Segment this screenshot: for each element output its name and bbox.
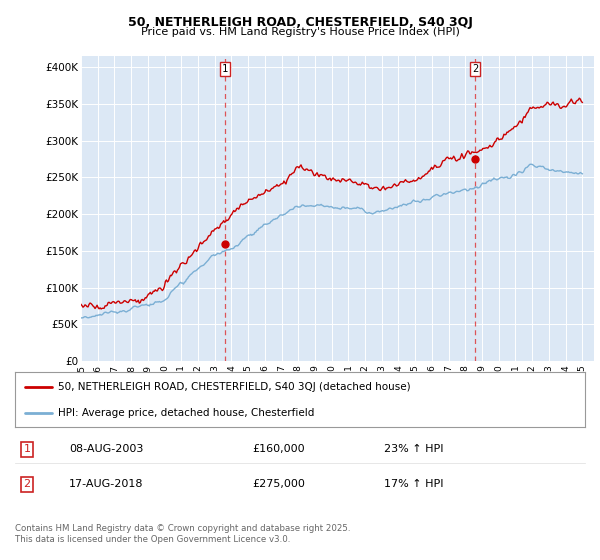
Text: 17-AUG-2018: 17-AUG-2018: [69, 479, 143, 489]
Text: £160,000: £160,000: [252, 444, 305, 454]
Text: 1: 1: [221, 64, 228, 74]
Text: Price paid vs. HM Land Registry's House Price Index (HPI): Price paid vs. HM Land Registry's House …: [140, 27, 460, 38]
Text: HPI: Average price, detached house, Chesterfield: HPI: Average price, detached house, Ches…: [58, 408, 314, 418]
Text: 23% ↑ HPI: 23% ↑ HPI: [384, 444, 443, 454]
Text: 50, NETHERLEIGH ROAD, CHESTERFIELD, S40 3QJ: 50, NETHERLEIGH ROAD, CHESTERFIELD, S40 …: [128, 16, 472, 29]
Text: 17% ↑ HPI: 17% ↑ HPI: [384, 479, 443, 489]
Text: 08-AUG-2003: 08-AUG-2003: [69, 444, 143, 454]
Text: 50, NETHERLEIGH ROAD, CHESTERFIELD, S40 3QJ (detached house): 50, NETHERLEIGH ROAD, CHESTERFIELD, S40 …: [58, 382, 410, 392]
Text: 2: 2: [472, 64, 478, 74]
Text: £275,000: £275,000: [252, 479, 305, 489]
Text: 1: 1: [23, 444, 31, 454]
Text: 2: 2: [23, 479, 31, 489]
Text: Contains HM Land Registry data © Crown copyright and database right 2025.
This d: Contains HM Land Registry data © Crown c…: [15, 524, 350, 544]
